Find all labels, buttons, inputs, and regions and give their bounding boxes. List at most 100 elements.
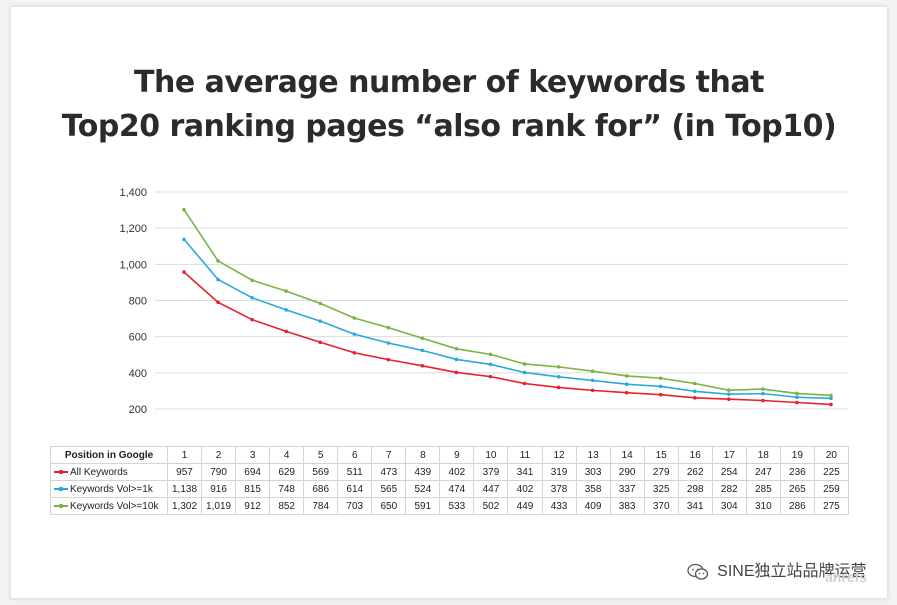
watermark-faded-text: ahrefs bbox=[824, 569, 867, 585]
x-tick-label: 3 bbox=[235, 446, 271, 464]
data-point bbox=[250, 295, 254, 300]
chart-title-line-2: Top20 ranking pages “also rank for” (in … bbox=[61, 109, 837, 144]
y-tick-label: 600 bbox=[129, 332, 147, 344]
data-point bbox=[250, 278, 254, 283]
data-label: 358 bbox=[575, 480, 611, 498]
x-tick-label: 4 bbox=[269, 446, 305, 464]
data-label: 286 bbox=[779, 497, 815, 515]
data-label: 1,019 bbox=[201, 497, 237, 515]
legend-key-icon bbox=[54, 468, 68, 476]
data-label: 259 bbox=[813, 480, 849, 498]
data-point bbox=[795, 395, 799, 400]
data-label: 694 bbox=[235, 463, 271, 481]
data-label: 511 bbox=[337, 463, 373, 481]
data-label: 379 bbox=[473, 463, 509, 481]
data-point bbox=[624, 374, 629, 378]
data-point bbox=[590, 369, 595, 374]
x-tick-label: 10 bbox=[473, 446, 509, 464]
legend-label: All Keywords bbox=[70, 466, 128, 478]
data-point bbox=[352, 332, 357, 336]
data-point bbox=[658, 384, 663, 389]
data-label: 449 bbox=[507, 497, 543, 515]
data-point bbox=[352, 316, 357, 320]
chart-title: The average number of keywords that Top2… bbox=[11, 61, 887, 149]
x-tick-label: 6 bbox=[337, 446, 373, 464]
data-point bbox=[454, 346, 459, 351]
data-point bbox=[216, 277, 220, 282]
data-label: 409 bbox=[575, 497, 611, 515]
data-label: 402 bbox=[439, 463, 475, 481]
data-point bbox=[284, 329, 288, 334]
legend-key-icon bbox=[54, 485, 68, 493]
data-label: 341 bbox=[677, 497, 713, 515]
data-label: 265 bbox=[779, 480, 815, 498]
data-label: 310 bbox=[745, 497, 781, 515]
data-label: 650 bbox=[371, 497, 407, 515]
data-label: 262 bbox=[677, 463, 713, 481]
chart-title-line-1: The average number of keywords that bbox=[134, 65, 764, 100]
data-point bbox=[182, 270, 186, 274]
series-line bbox=[183, 209, 832, 397]
data-label: 383 bbox=[609, 497, 645, 515]
data-label: 304 bbox=[711, 497, 747, 515]
data-label: 703 bbox=[337, 497, 373, 515]
data-label: 591 bbox=[405, 497, 441, 515]
data-point bbox=[386, 357, 391, 362]
data-label: 815 bbox=[235, 480, 271, 498]
data-point bbox=[250, 317, 254, 322]
data-point bbox=[556, 365, 561, 369]
data-point bbox=[658, 392, 663, 397]
x-tick-label: 1 bbox=[166, 446, 203, 464]
data-label: 916 bbox=[201, 480, 237, 498]
data-point bbox=[182, 237, 186, 242]
data-point bbox=[284, 308, 288, 312]
data-label: 473 bbox=[371, 463, 407, 481]
data-point bbox=[386, 325, 391, 330]
x-tick-label: 7 bbox=[371, 446, 407, 464]
data-label: 502 bbox=[473, 497, 509, 515]
data-label: 852 bbox=[269, 497, 305, 515]
legend-label: Keywords Vol>=1k bbox=[70, 483, 153, 495]
x-tick-label: 17 bbox=[711, 446, 747, 464]
data-label: 957 bbox=[166, 463, 203, 481]
y-tick-label: 1,000 bbox=[119, 259, 147, 271]
data-label: 629 bbox=[269, 463, 305, 481]
watermark: SINE独立站品牌运营 ahrefs bbox=[687, 557, 867, 585]
data-point bbox=[590, 388, 595, 393]
data-label: 275 bbox=[813, 497, 849, 515]
data-label: 614 bbox=[337, 480, 373, 498]
data-point bbox=[624, 390, 629, 395]
data-label: 378 bbox=[541, 480, 577, 498]
data-label: 447 bbox=[473, 480, 509, 498]
data-point bbox=[488, 352, 493, 357]
x-tick-label: 2 bbox=[201, 446, 237, 464]
data-point bbox=[522, 362, 527, 366]
data-point bbox=[318, 319, 323, 323]
legend-entry: All Keywords bbox=[50, 463, 168, 481]
watermark-text: SINE独立站品牌运营 bbox=[717, 563, 867, 580]
data-label: 290 bbox=[609, 463, 645, 481]
data-point bbox=[556, 375, 561, 379]
data-point bbox=[216, 259, 220, 263]
data-point bbox=[829, 396, 833, 401]
x-tick-label: 8 bbox=[405, 446, 441, 464]
data-label: 533 bbox=[439, 497, 475, 515]
y-tick-label: 1,200 bbox=[119, 223, 147, 235]
x-tick-label: 15 bbox=[643, 446, 679, 464]
table-header-row: Position in Google 1 2 3 4 5 6 7 8 9 10 11 12 13 14 15 1… bbox=[50, 446, 849, 464]
x-tick-label: 14 bbox=[609, 446, 645, 464]
table-row: Keywords Vol>=10k 1,302 1,019 912 852 784 703 6… bbox=[50, 497, 849, 515]
data-point bbox=[761, 398, 765, 403]
data-table: Position in Google 1 2 3 4 5 6 7 8 9 10 11 12 13 14 15 1… bbox=[50, 446, 849, 515]
data-label: 236 bbox=[779, 463, 815, 481]
data-label: 748 bbox=[269, 480, 305, 498]
data-point bbox=[420, 363, 425, 368]
data-label: 790 bbox=[201, 463, 237, 481]
x-tick-label: 5 bbox=[303, 446, 339, 464]
data-label: 524 bbox=[405, 480, 441, 498]
data-label: 686 bbox=[303, 480, 339, 498]
data-point bbox=[761, 387, 765, 391]
data-point bbox=[727, 388, 731, 392]
data-point bbox=[488, 374, 493, 379]
